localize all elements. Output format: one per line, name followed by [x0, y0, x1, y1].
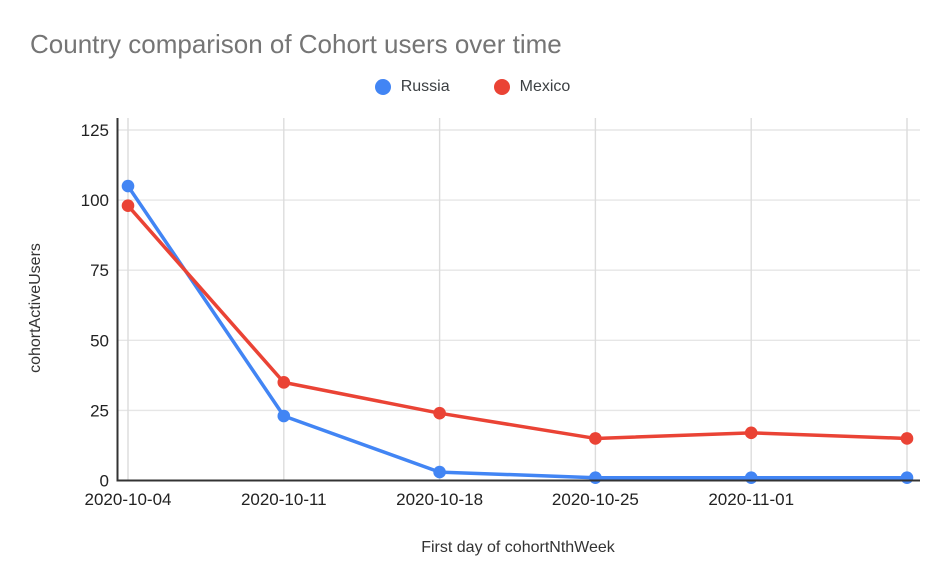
data-point-russia: [121, 179, 135, 193]
legend-item-russia: Russia: [374, 78, 450, 96]
data-point-mexico: [433, 406, 446, 420]
x-tick-label: 2020-11-01: [708, 490, 794, 509]
data-point-russia: [433, 465, 446, 479]
x-tick-label: 2020-10-11: [241, 490, 327, 509]
chart-title: Country comparison of Cohort users over …: [30, 29, 562, 59]
data-point-mexico: [744, 426, 758, 440]
legend-item-mexico: Mexico: [493, 78, 571, 96]
data-point-mexico: [900, 432, 914, 445]
legend-label-mexico: Mexico: [519, 78, 571, 95]
russia-series-dot-icon: [374, 79, 391, 95]
data-point-russia: [589, 471, 602, 484]
data-point-russia: [744, 471, 758, 484]
data-point-russia: [900, 471, 914, 484]
series-line-russia: [126, 184, 909, 480]
data-point-mexico: [121, 199, 135, 213]
x-axis-title: First day of cohortNthWeek: [421, 539, 615, 556]
legend-label-russia: Russia: [400, 78, 450, 95]
y-tick-label: 100: [81, 191, 109, 210]
x-tick-label: 2020-10-18: [396, 490, 483, 509]
mexico-series-dot-icon: [493, 79, 510, 95]
y-tick-label: 125: [81, 121, 109, 140]
data-point-mexico: [277, 376, 291, 389]
series-line-mexico: [126, 203, 909, 441]
y-tick-label: 0: [100, 471, 109, 490]
data-point-russia: [277, 409, 291, 423]
x-tick-label: 2020-10-25: [552, 490, 639, 509]
y-tick-label: 50: [90, 331, 109, 350]
data-point-mexico: [589, 432, 602, 445]
legend: Russia Mexico: [0, 78, 945, 96]
x-tick-label: 2020-10-04: [85, 490, 172, 509]
y-tick-label: 25: [90, 401, 109, 420]
y-tick-label: 75: [90, 261, 109, 280]
